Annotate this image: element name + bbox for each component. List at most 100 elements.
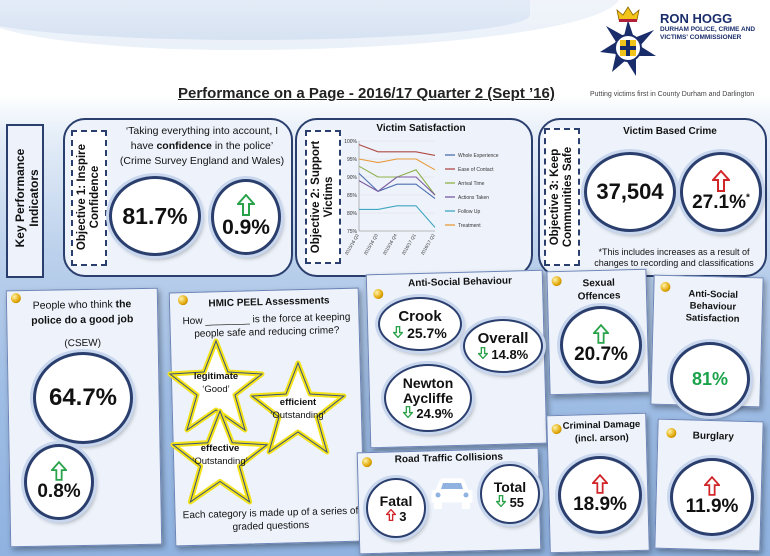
- total-circle: Total 55: [480, 464, 540, 524]
- newton-label-1: Newton: [402, 374, 454, 391]
- star-legitimate-icon: [167, 338, 265, 433]
- chart-series-line: [358, 158, 436, 171]
- header-wave: [0, 0, 620, 50]
- efficient-label: efficient: [279, 397, 317, 408]
- tagline: Putting victims first in County Durham a…: [590, 91, 755, 98]
- pin-icon: [361, 457, 373, 468]
- newton-aycliffe-circle: Newton Aycliffe 24.9%: [384, 364, 472, 432]
- down-arrow-green-icon: [392, 325, 405, 338]
- objective-3-label: Objective 3: Keep Communities Safe: [549, 146, 574, 248]
- total-label: Total: [493, 478, 527, 495]
- confidence-change: 0.9%: [222, 216, 270, 239]
- up-arrow-red-icon: [704, 476, 720, 496]
- chart-series-line: [358, 144, 436, 156]
- asb-satisfaction-value: 81%: [691, 368, 729, 389]
- effective-label: effective: [200, 443, 240, 454]
- burglary-circle: 11.9%: [670, 458, 754, 536]
- up-arrow-red-icon: [712, 170, 730, 192]
- criminal-damage-title: Criminal Damage (incl. arson): [562, 418, 641, 445]
- quote-text-1: ‘Taking everything into account, I have: [125, 125, 279, 152]
- objective-2-tag: Objective 2: Support Victims: [305, 130, 341, 264]
- victim-crime-change-wrap: 27.1%*: [692, 192, 750, 214]
- burglary-title: Burglary: [692, 430, 734, 443]
- asb-satisfaction-title: Anti-Social Behaviour Satisfaction: [685, 288, 740, 325]
- page-title: Performance on a Page - 2016/17 Quarter …: [178, 85, 555, 102]
- up-arrow-green-icon: [237, 194, 255, 216]
- star-legitimate-label: legitimate ‘Good’: [176, 370, 256, 396]
- down-arrow-green-icon: [401, 405, 414, 418]
- people-change: 0.8%: [37, 481, 81, 502]
- victim-crime-change: 27.1%: [692, 192, 746, 213]
- confidence-change-circle: 0.9%: [211, 179, 281, 255]
- people-value: 64.7%: [48, 384, 118, 411]
- sexual-offences-circle: 20.7%: [560, 306, 642, 384]
- pin-icon: [660, 281, 671, 293]
- quote-source: (Crime Survey England and Wales): [119, 155, 285, 167]
- chart-x-tick-label: 2016/17 Q1: [401, 233, 417, 256]
- newton-value: 24.9%: [416, 405, 454, 421]
- victim-crime-asterisk: *: [745, 192, 750, 204]
- confidence-value-circle: 81.7%: [109, 176, 201, 256]
- fatal-row: 3: [384, 508, 406, 524]
- victim-crime-note: *This includes increases as a result of …: [594, 247, 754, 268]
- pin-icon: [666, 427, 677, 439]
- kpi-panel: Key Performance Indicators: [6, 124, 44, 278]
- chart-x-tick-label: 2015/16 Q2: [344, 233, 360, 256]
- up-arrow-green-icon: [51, 461, 67, 481]
- org-name: RON HOGG: [660, 11, 733, 26]
- total-row: 55: [495, 494, 525, 510]
- crook-value: 25.7%: [407, 324, 447, 341]
- overall-value: 14.8%: [491, 347, 529, 362]
- chart-y-tick-label: 75%: [347, 229, 358, 235]
- criminal-damage-circle: 18.9%: [558, 456, 642, 534]
- victim-crime-value: 37,504: [596, 179, 664, 204]
- crook-circle: Crook 25.7%: [378, 297, 462, 351]
- chart-series-line: [358, 176, 436, 196]
- objective-3-tag: Objective 3: Keep Communities Safe: [544, 128, 580, 266]
- up-arrow-green-icon: [593, 324, 609, 344]
- star-effective-label: effective ‘Outstanding’: [176, 442, 264, 468]
- chart-x-tick-label: 2015/16 Q4: [382, 233, 398, 256]
- legitimate-grade: ‘Good’: [202, 384, 230, 395]
- pin-icon: [373, 288, 384, 300]
- overall-circle: Overall 14.8%: [463, 319, 543, 373]
- hmic-footer: Each category is made up of a series of …: [182, 505, 359, 533]
- pin-icon: [551, 275, 562, 287]
- chart-title: Victim Satisfaction: [376, 123, 466, 134]
- objective-2-panel: Objective 2: Support Victims Victim Sati…: [295, 118, 533, 277]
- chart-series-line: [358, 173, 436, 200]
- chart-y-tick-label: 85%: [347, 193, 358, 199]
- chart-legend-label: Treatment: [458, 223, 481, 229]
- sexual-offences-value: 20.7%: [574, 344, 628, 365]
- hmic-question: How ________ is the force at keeping peo…: [182, 311, 351, 340]
- victim-crime-value-circle: 37,504: [584, 152, 676, 232]
- down-arrow-green-icon: [476, 346, 489, 360]
- quote-bold: confidence: [156, 140, 212, 152]
- org-subtitle: DURHAM POLICE, CRIME AND VICTIMS' COMMIS…: [660, 26, 756, 41]
- confidence-quote: ‘Taking everything into account, I have …: [113, 124, 291, 169]
- chart-legend-label: Actions Taken: [458, 195, 489, 201]
- victim-crime-change-circle: 27.1%*: [680, 152, 762, 232]
- chart-y-tick-label: 95%: [347, 157, 358, 163]
- sexual-offences-title: Sexual Offences: [577, 277, 621, 303]
- effective-grade: ‘Outstanding’: [192, 456, 248, 467]
- criminal-damage-value: 18.9%: [573, 494, 627, 515]
- people-change-circle: 0.8%: [24, 444, 94, 520]
- crook-label: Crook: [398, 307, 442, 325]
- overall-row: 14.8%: [476, 346, 529, 362]
- chart-legend-label: Ease of Contact: [458, 167, 494, 173]
- total-value: 55: [509, 494, 525, 510]
- objective-1-tag: Objective 1: Inspire Confidence: [71, 130, 107, 266]
- people-value-circle: 64.7%: [33, 352, 133, 444]
- chart-legend-label: Whole Experience: [458, 153, 499, 159]
- asb-satisfaction-circle: 81%: [670, 342, 750, 416]
- hmic-title: HMIC PEEL Assessments: [208, 295, 330, 310]
- star-effective-icon: [170, 408, 270, 505]
- chart-legend-label: Follow Up: [458, 209, 480, 215]
- victim-satisfaction-chart: 75%80%85%90%95%100%2015/16 Q2 2015/16 Q3 2…: [344, 139, 499, 256]
- objective-1-label: Objective 1: Inspire Confidence: [76, 143, 101, 251]
- car-icon: [431, 478, 473, 509]
- chart-series-line: [358, 165, 436, 196]
- burglary-value: 11.9%: [685, 496, 739, 517]
- people-card-text-1: People who think: [32, 298, 116, 312]
